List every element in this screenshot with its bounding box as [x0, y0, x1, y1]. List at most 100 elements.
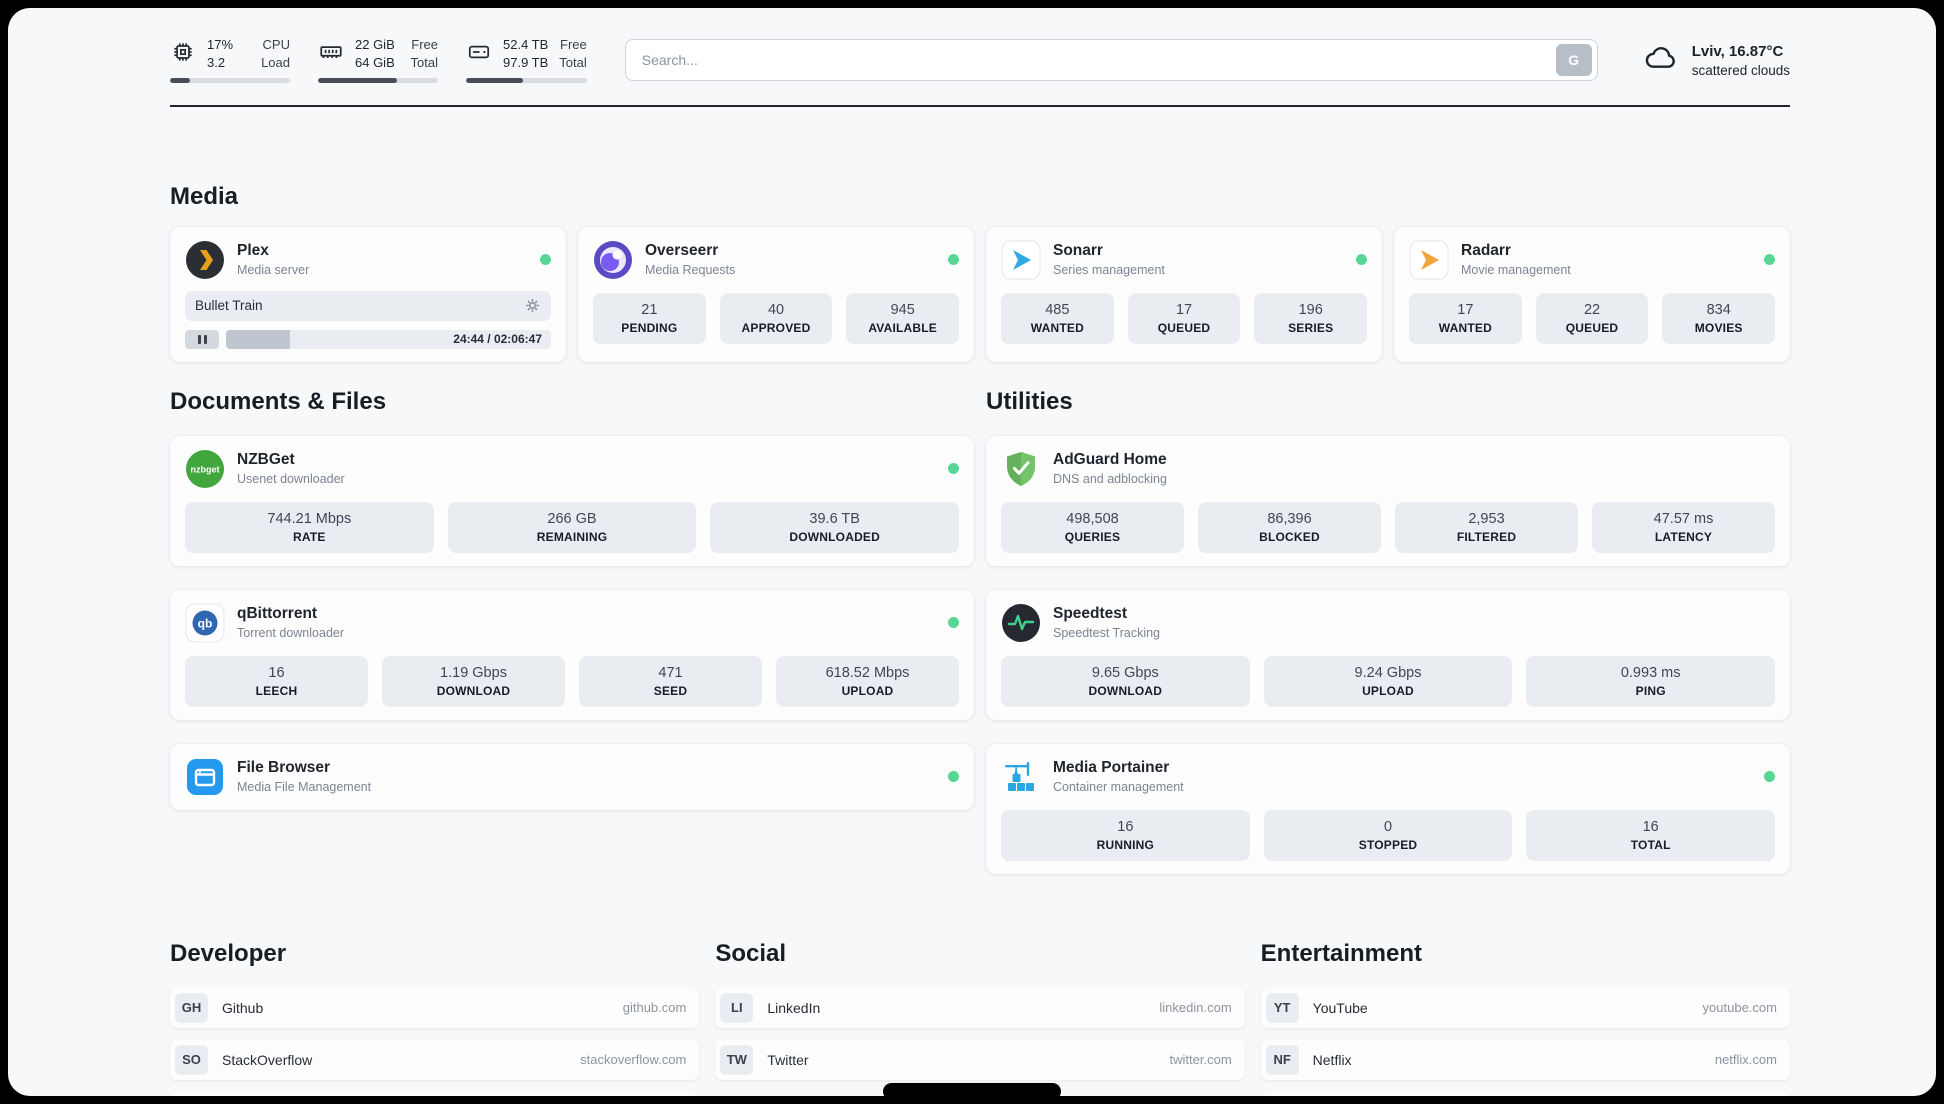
pause-button[interactable] — [185, 329, 219, 349]
link-row-github[interactable]: GH Github github.com — [170, 987, 700, 1028]
app-subtitle: Media Requests — [645, 263, 736, 278]
utilities-column: Utilities AdGuard Home DNS and adblockin… — [986, 388, 1790, 874]
link-badge: LI — [720, 992, 754, 1023]
disk-values: 52.4 TB 97.9 TB — [503, 37, 549, 70]
app-name: Sonarr — [1053, 242, 1103, 260]
section-title-documents: Documents & Files — [170, 387, 387, 415]
cpu-values: 17% 3.2 — [207, 37, 234, 70]
link-name: Twitter — [767, 1051, 809, 1068]
ram-values: 22 GiB 64 GiB — [355, 37, 395, 70]
playback-time: 24:44 / 02:06:47 — [453, 331, 542, 346]
app-name: File Browser — [237, 759, 331, 777]
link-row-dev[interactable]: DT DEV dev.to — [170, 1091, 700, 1096]
stat-filtered: 2,953 FILTERED — [1395, 501, 1578, 553]
developer-column: Developer GH Github github.com SO StackO… — [170, 940, 700, 1096]
link-name: LinkedIn — [767, 999, 821, 1016]
now-playing-title: Bullet Train — [195, 298, 263, 314]
ram-labels: Free Total — [410, 37, 438, 70]
app-card-plex[interactable]: Plex Media server Bullet Train — [170, 226, 566, 362]
app-card-portainer[interactable]: Media Portainer Container management 16 R… — [986, 743, 1790, 874]
link-name: Netflix — [1312, 1051, 1352, 1068]
ram-stat-widget: 22 GiB 64 GiB Free Total — [318, 37, 438, 83]
app-subtitle: Media File Management — [237, 780, 372, 795]
ram-icon — [318, 39, 344, 70]
link-row-linkedin[interactable]: LI LinkedIn linkedin.com — [715, 987, 1245, 1028]
app-name: NZBGet — [237, 451, 295, 469]
app-card-speedtest[interactable]: Speedtest Speedtest Tracking 9.65 Gbps DO… — [986, 589, 1790, 720]
sonarr-icon — [1001, 240, 1041, 280]
section-title-social: Social — [715, 939, 787, 967]
dashboard-page: 17% 3.2 CPU Load — [8, 8, 1936, 1096]
app-card-filebrowser[interactable]: File Browser Media File Management — [170, 743, 974, 810]
stat-total: 16 TOTAL — [1526, 809, 1776, 861]
link-badge: GH — [175, 992, 208, 1023]
stat-ping: 0.993 ms PING — [1526, 655, 1776, 707]
player-row: 24:44 / 02:06:47 — [185, 329, 551, 349]
app-card-nzbget[interactable]: nzbget NZBGet Usenet downloader 744.21 M… — [170, 435, 974, 566]
stat-series: 196 SERIES — [1254, 292, 1368, 344]
status-dot — [948, 463, 959, 475]
stat-queued: 17 QUEUED — [1127, 292, 1241, 344]
stat-stopped: 0 STOPPED — [1263, 809, 1513, 861]
app-subtitle: Series management — [1053, 263, 1165, 278]
weather-location-temp: Lviv, 16.87°C — [1691, 42, 1784, 60]
playback-progress-fill — [226, 329, 290, 349]
cpu-progress-bar — [170, 77, 290, 83]
link-domain: youtube.com — [1702, 1000, 1777, 1016]
search-engine-button[interactable]: G — [1555, 44, 1592, 77]
link-name: Github — [222, 999, 264, 1016]
link-row-twitter[interactable]: TW Twitter twitter.com — [715, 1039, 1245, 1080]
link-row-stackoverflow[interactable]: SO StackOverflow stackoverflow.com — [170, 1039, 700, 1080]
stat-wanted: 485 WANTED — [1001, 292, 1114, 344]
status-dot — [1764, 771, 1775, 783]
app-subtitle: Speedtest Tracking — [1053, 626, 1161, 641]
header-divider — [170, 104, 1790, 107]
app-subtitle: Movie management — [1461, 263, 1571, 278]
stat-running: 16 RUNNING — [1001, 809, 1250, 861]
gear-icon[interactable] — [524, 297, 541, 314]
svg-text:qb: qb — [198, 616, 213, 630]
cpu-labels: CPU Load — [261, 37, 290, 70]
app-card-radarr[interactable]: Radarr Movie management 17 WANTED 22 QUEUE… — [1394, 226, 1790, 362]
stat-remaining: 266 GB REMAINING — [447, 501, 697, 553]
app-card-adguard[interactable]: AdGuard Home DNS and adblocking 498,508 Q… — [986, 435, 1790, 566]
playback-progress-bar[interactable]: 24:44 / 02:06:47 — [226, 329, 551, 349]
adguard-icon — [1001, 449, 1041, 489]
stat-downloaded: 39.6 TB DOWNLOADED — [710, 501, 960, 553]
disk-labels: Free Total — [559, 37, 587, 70]
link-domain: twitter.com — [1169, 1052, 1232, 1068]
link-badge: TW — [720, 1044, 754, 1075]
link-domain: github.com — [622, 1000, 687, 1016]
radarr-icon — [1409, 240, 1449, 280]
stat-movies: 834 MOVIES — [1662, 292, 1776, 344]
stat-queries: 498,508 QUERIES — [1001, 501, 1184, 553]
disk-icon — [466, 39, 492, 70]
app-subtitle: DNS and adblocking — [1053, 472, 1167, 487]
stat-seed: 471 SEED — [579, 655, 762, 707]
app-card-qbittorrent[interactable]: qb qBittorrent Torrent downloader 16 LEEC… — [170, 589, 974, 720]
link-domain: stackoverflow.com — [580, 1052, 687, 1068]
media-cards-row: Plex Media server Bullet Train — [170, 226, 1790, 362]
top-bar: 17% 3.2 CPU Load — [170, 8, 1790, 83]
app-card-overseerr[interactable]: Overseerr Media Requests 21 PENDING 40 APP… — [578, 226, 974, 362]
stat-pending: 21 PENDING — [593, 292, 706, 344]
stat-wanted: 17 WANTED — [1409, 292, 1522, 344]
stat-approved: 40 APPROVED — [719, 292, 833, 344]
stat-rate: 744.21 Mbps RATE — [185, 501, 434, 553]
status-dot — [1356, 254, 1367, 266]
link-row-netflix[interactable]: NF Netflix netflix.com — [1260, 1039, 1790, 1080]
stat-upload: 618.52 Mbps UPLOAD — [776, 655, 959, 707]
svg-text:nzbget: nzbget — [191, 464, 220, 474]
link-row-youtube[interactable]: YT YouTube youtube.com — [1260, 987, 1790, 1028]
filebrowser-icon — [185, 757, 225, 797]
link-row-reddit[interactable]: RE Reddit reddit.com — [1260, 1091, 1790, 1096]
search-input[interactable] — [625, 52, 1556, 69]
disk-stat-widget: 52.4 TB 97.9 TB Free Total — [466, 37, 587, 83]
app-card-sonarr[interactable]: Sonarr Series management 485 WANTED 17 QUE… — [986, 226, 1382, 362]
stat-upload: 9.24 Gbps UPLOAD — [1263, 655, 1513, 707]
app-name: Media Portainer — [1053, 759, 1170, 777]
link-name: YouTube — [1312, 999, 1368, 1016]
now-playing-row: Bullet Train — [185, 290, 551, 321]
link-badge: NF — [1265, 1044, 1299, 1075]
plex-icon — [185, 240, 225, 280]
